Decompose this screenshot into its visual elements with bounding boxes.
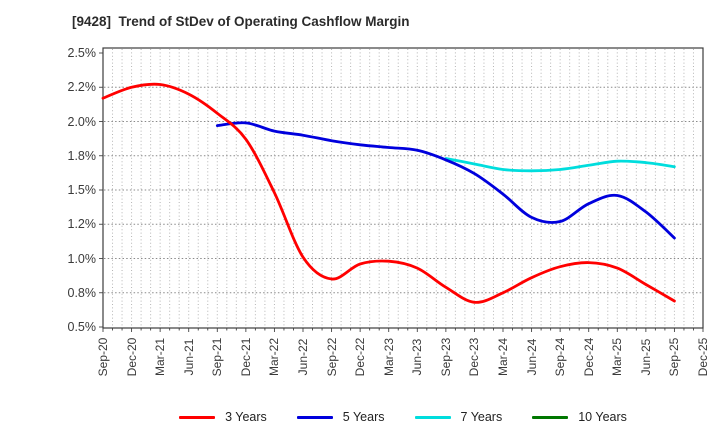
x-axis-tick-label: Jun-23 xyxy=(410,338,425,376)
x-axis-tick-label: Dec-24 xyxy=(581,337,596,377)
y-axis-tick-label: 0.8% xyxy=(67,285,97,300)
legend: 3 Years 5 Years 7 Years 10 Years xyxy=(103,401,703,433)
x-axis-tick-label: Sep-21 xyxy=(210,337,225,377)
x-axis-tick-label: Jun-25 xyxy=(638,338,653,376)
legend-label: 7 Years xyxy=(460,410,503,424)
x-axis-tick-label: Jun-21 xyxy=(181,338,196,376)
y-axis-tick-label: 1.2% xyxy=(67,217,97,232)
y-axis-tick-label: 1.5% xyxy=(67,183,97,197)
x-axis-tick-label: Sep-20 xyxy=(96,337,110,377)
y-axis-tick-label: 1.0% xyxy=(67,251,97,266)
legend-label: 10 Years xyxy=(578,410,627,424)
x-axis-tick-label: Dec-21 xyxy=(238,337,253,377)
legend-line-swatch xyxy=(296,415,333,419)
legend-line-swatch xyxy=(179,415,216,419)
x-axis-tick-label: Sep-25 xyxy=(667,337,682,377)
y-axis-tick-label: 2.0% xyxy=(67,114,97,129)
x-axis-tick-label: Sep-23 xyxy=(438,337,453,377)
series-line-7-years xyxy=(444,157,676,173)
x-axis-tick-label: Sep-24 xyxy=(553,337,568,377)
x-axis-tick-label: Mar-22 xyxy=(267,337,282,377)
plot-border xyxy=(102,47,704,329)
x-axis-tick-label: Mar-24 xyxy=(496,337,510,377)
y-axis-tick-label: 0.5% xyxy=(67,320,97,334)
x-axis-tick-label: Mar-21 xyxy=(153,337,168,377)
x-axis-tick-label: Dec-22 xyxy=(353,337,368,377)
legend-label: 5 Years xyxy=(342,410,385,424)
legend-line-swatch xyxy=(414,415,451,419)
x-axis-tick-label: Dec-23 xyxy=(467,337,482,377)
x-axis-tick-label: Mar-23 xyxy=(381,337,396,377)
y-axis-tick-label: 1.8% xyxy=(67,148,97,163)
y-axis-tick-label: 2.2% xyxy=(67,80,97,95)
legend-item-3-years: 3 Years xyxy=(179,410,267,424)
legend-item-5-years: 5 Years xyxy=(296,410,385,424)
series-line-3-years xyxy=(101,82,676,304)
y-axis-tick-label: 2.5% xyxy=(67,46,97,60)
x-axis-tick-label: Dec-25 xyxy=(696,337,710,377)
legend-line-swatch xyxy=(532,415,569,419)
legend-item-7-years: 7 Years xyxy=(414,410,503,424)
legend-item-10-years: 10 Years xyxy=(532,410,627,424)
chart-title: [9428] Trend of StDev of Operating Cashf… xyxy=(72,14,410,29)
x-axis-tick-label: Dec-20 xyxy=(124,337,139,377)
x-axis-tick-label: Mar-25 xyxy=(610,337,625,377)
x-axis-tick-label: Jun-24 xyxy=(524,338,539,376)
legend-label: 3 Years xyxy=(225,410,267,424)
x-axis-tick-label: Sep-22 xyxy=(324,337,339,377)
series-line-5-years xyxy=(215,121,676,240)
x-axis-tick-label: Jun-22 xyxy=(296,338,310,376)
